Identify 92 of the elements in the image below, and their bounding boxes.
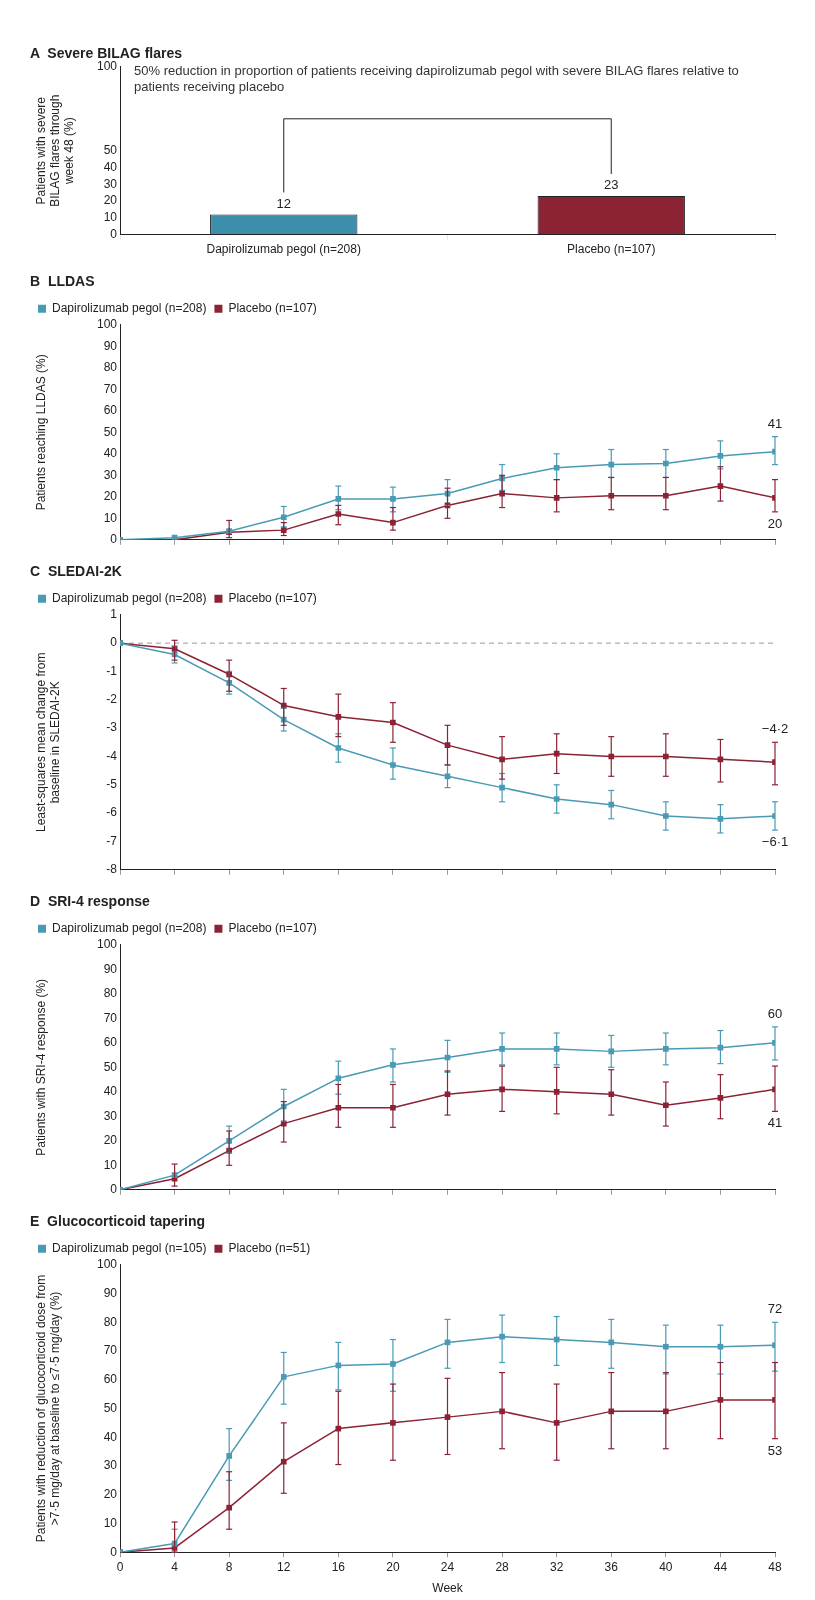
chart-title: C SLEDAI-2K [30, 563, 122, 580]
y-tick-label: 50 [103, 1400, 118, 1415]
y-tick-label: 0 [110, 1182, 118, 1197]
y-tick-label: 100 [96, 59, 118, 74]
data-label: 60 [767, 1005, 783, 1021]
y-tick-label: 40 [103, 159, 118, 174]
x-tick-label: 32 [549, 1559, 564, 1574]
x-tick-label: 4 [171, 1559, 179, 1574]
y-tick-label: 30 [103, 176, 118, 191]
y-tick-label: 80 [103, 986, 118, 1001]
y-tick-label: 20 [103, 1487, 118, 1502]
x-tick-label: 48 [768, 1559, 782, 1574]
annotation: 50% reduction in proportion of patients receiving dapirolizumab pegol with severe BILAG flares relative to patients receiving placebo [134, 62, 739, 94]
data-label: 72 [767, 1301, 783, 1317]
data-label: 41 [767, 1115, 783, 1131]
chart-title: D SRI-4 response [30, 893, 151, 910]
y-tick-label: 10 [103, 1157, 118, 1172]
y-tick-label: 70 [103, 1343, 118, 1358]
y-tick-label: 100 [96, 317, 118, 332]
y-tick-label: 30 [103, 1458, 118, 1473]
legend-label: Placebo (n=107) [228, 591, 317, 606]
y-tick-label: 20 [103, 193, 118, 208]
y-tick-label: 90 [103, 338, 118, 353]
data-label: 53 [767, 1442, 783, 1458]
y-tick-label: 20 [103, 1133, 118, 1148]
y-tick-label: 100 [96, 937, 118, 952]
y-tick-label: -7 [106, 833, 118, 848]
legend-label: Placebo (n=51) [228, 1241, 311, 1256]
x-axis-title: Week [432, 1581, 464, 1596]
legend-label: Dapirolizumab pegol (n=105) [52, 1241, 207, 1256]
data-label: −6·1 [761, 834, 789, 850]
x-tick-label: 16 [331, 1559, 346, 1574]
y-tick-label: 60 [103, 403, 118, 418]
y-tick-label: 70 [103, 381, 118, 396]
x-tick-label: 12 [277, 1559, 291, 1574]
y-axis-title: Patients reaching LLDAS (%) [33, 354, 48, 511]
data-label: 41 [767, 415, 783, 431]
chart-title: B LLDAS [30, 273, 95, 290]
legend-label: Placebo (n=107) [228, 301, 317, 316]
x-tick-label: 24 [440, 1559, 455, 1574]
legend-label: Placebo (n=107) [228, 921, 317, 936]
x-tick-label: 8 [225, 1559, 233, 1574]
data-label: 12 [276, 195, 291, 211]
y-tick-label: 70 [103, 1010, 118, 1025]
x-tick-label: 20 [386, 1559, 400, 1574]
y-tick-label: 40 [103, 1084, 118, 1099]
y-tick-label: 0 [110, 532, 118, 547]
data-label: 23 [604, 177, 619, 193]
x-tick-label: 40 [659, 1559, 673, 1574]
chart-title: A Severe BILAG flares [30, 45, 183, 62]
y-axis-title: Patients with reduction of glucocorticoid dose from >7·5 mg/day at baseline to ≤7·5 mg/day (%) [33, 1274, 62, 1543]
y-tick-label: 40 [103, 1429, 118, 1444]
y-tick-label: 0 [110, 635, 118, 650]
chart-title: E Glucocorticoid tapering [30, 1213, 206, 1230]
y-tick-label: -8 [106, 862, 118, 877]
y-tick-label: 90 [103, 961, 118, 976]
x-tick-label: 36 [604, 1559, 619, 1574]
y-tick-label: 50 [103, 143, 118, 158]
legend-label: Dapirolizumab pegol (n=208) [52, 921, 207, 936]
y-tick-label: 50 [103, 1059, 118, 1074]
y-tick-label: 0 [110, 1544, 118, 1559]
y-tick-label: 20 [103, 489, 118, 504]
y-tick-label: 90 [103, 1285, 118, 1300]
y-tick-label: 10 [103, 210, 118, 225]
y-tick-label: 10 [103, 1515, 118, 1530]
data-label: −4·2 [761, 721, 789, 737]
y-tick-label: 40 [103, 446, 118, 461]
y-tick-label: -3 [106, 720, 118, 735]
y-tick-label: 100 [96, 1257, 118, 1272]
y-tick-label: -2 [106, 692, 118, 707]
y-tick-label: -6 [106, 805, 118, 820]
legend-label: Dapirolizumab pegol (n=208) [52, 301, 207, 316]
y-tick-label: 80 [103, 360, 118, 375]
y-tick-label: 1 [110, 607, 118, 622]
x-tick-label: 44 [713, 1559, 728, 1574]
y-axis-title: Least-squares mean change from baseline in SLEDAI-2K [33, 652, 62, 833]
y-tick-label: -1 [106, 663, 118, 678]
y-tick-label: -5 [106, 777, 118, 792]
x-tick-label: 28 [495, 1559, 510, 1574]
y-tick-label: 0 [110, 226, 118, 241]
y-tick-label: 30 [103, 1108, 118, 1123]
y-tick-label: 80 [103, 1314, 118, 1329]
y-tick-label: 10 [103, 510, 118, 525]
y-tick-label: -4 [106, 748, 118, 763]
y-axis-title: Patients with SRI-4 response (%) [33, 978, 48, 1156]
y-tick-label: 60 [103, 1372, 118, 1387]
y-tick-label: 50 [103, 424, 118, 439]
y-tick-label: 30 [103, 467, 118, 482]
data-label: 20 [767, 515, 783, 531]
legend-label: Dapirolizumab pegol (n=208) [52, 591, 207, 606]
y-tick-label: 60 [103, 1035, 118, 1050]
y-axis-title: Patients with severe BILAG flares through week 48 (%) [33, 94, 77, 207]
